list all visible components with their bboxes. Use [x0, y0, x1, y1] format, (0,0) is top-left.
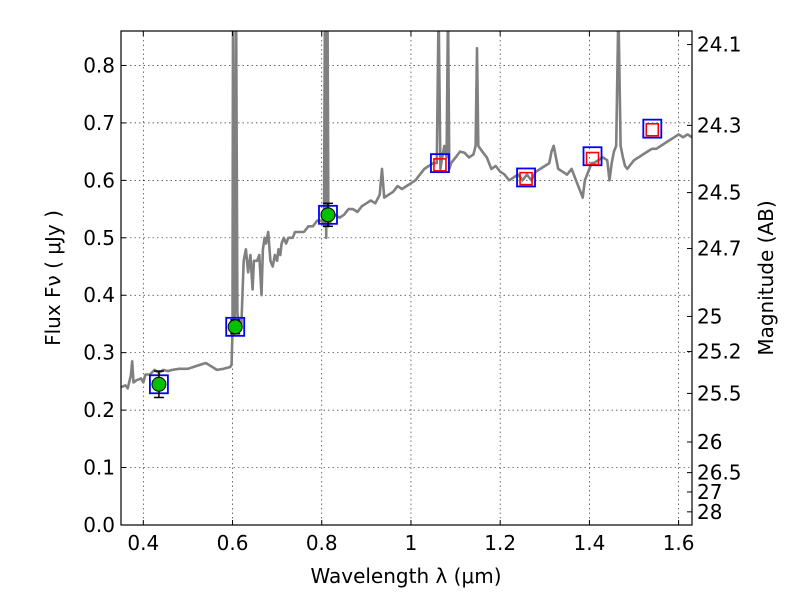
mag-tick-label: 27	[697, 480, 722, 504]
mag-tick-label: 24.3	[697, 113, 742, 137]
model-flux-square	[516, 167, 536, 188]
y-tick-label: 0.5	[83, 226, 115, 250]
detection-marker	[227, 319, 243, 335]
spectrum-layer	[121, 31, 692, 390]
plot-frame	[120, 30, 693, 526]
upper-limit-marker	[519, 171, 533, 186]
x-tick-label: 1	[405, 531, 418, 555]
upper-limit-marker	[433, 158, 447, 172]
y-axis-right-label: Magnitude (AB)	[754, 200, 778, 355]
grid-lines	[121, 31, 692, 526]
mag-tick-label: 26.5	[697, 461, 742, 485]
y-tick-label: 0.7	[83, 111, 115, 135]
model-flux-square	[225, 316, 246, 337]
y-tick-label: 0.4	[83, 283, 115, 307]
x-tick-label: 1.4	[573, 531, 605, 555]
mag-tick-label: 26	[697, 430, 722, 454]
x-tick-label: 0.8	[306, 531, 338, 555]
x-tick-label: 1.2	[484, 531, 516, 555]
x-tick-label: 1.6	[663, 531, 695, 555]
upper-limit-marker	[645, 123, 660, 137]
detection-marker	[151, 376, 167, 392]
x-tick-label: 0.6	[217, 531, 249, 555]
y-axis-label: Flux Fν ( μJy )	[41, 210, 65, 346]
mag-tick-label: 24.5	[697, 181, 742, 205]
axis-ticks: 0.4 0.6 0.8 1 1.2 1.4 1.6 0.0 0.1 0.2 0.3 0.4 0.5 0.6…	[83, 31, 742, 555]
y-tick-label: 0.1	[83, 456, 115, 480]
y-tick-label: 0.6	[83, 168, 115, 192]
upper-limit-marker	[585, 151, 600, 166]
mag-tick-label: 25	[697, 304, 722, 328]
y-tick-label: 0.0	[83, 513, 115, 537]
mag-tick-label: 28	[697, 500, 722, 524]
model-flux-square	[642, 118, 663, 139]
mag-tick-label: 24.1	[697, 33, 742, 57]
x-tick-label: 0.4	[127, 531, 159, 555]
y-tick-label: 0.2	[83, 398, 115, 422]
y-tick-label: 0.8	[83, 53, 115, 77]
photometry-layer	[149, 118, 663, 399]
y-tick-label: 0.3	[83, 341, 115, 365]
x-axis-label: Wavelength λ (μm)	[310, 564, 501, 588]
mag-tick-label: 25.5	[697, 381, 742, 405]
model-flux-square	[430, 153, 450, 174]
mag-tick-label: 25.2	[697, 340, 742, 364]
spectrum-line	[121, 31, 692, 390]
detection-marker	[320, 207, 336, 223]
mag-tick-label: 24.7	[697, 237, 742, 261]
